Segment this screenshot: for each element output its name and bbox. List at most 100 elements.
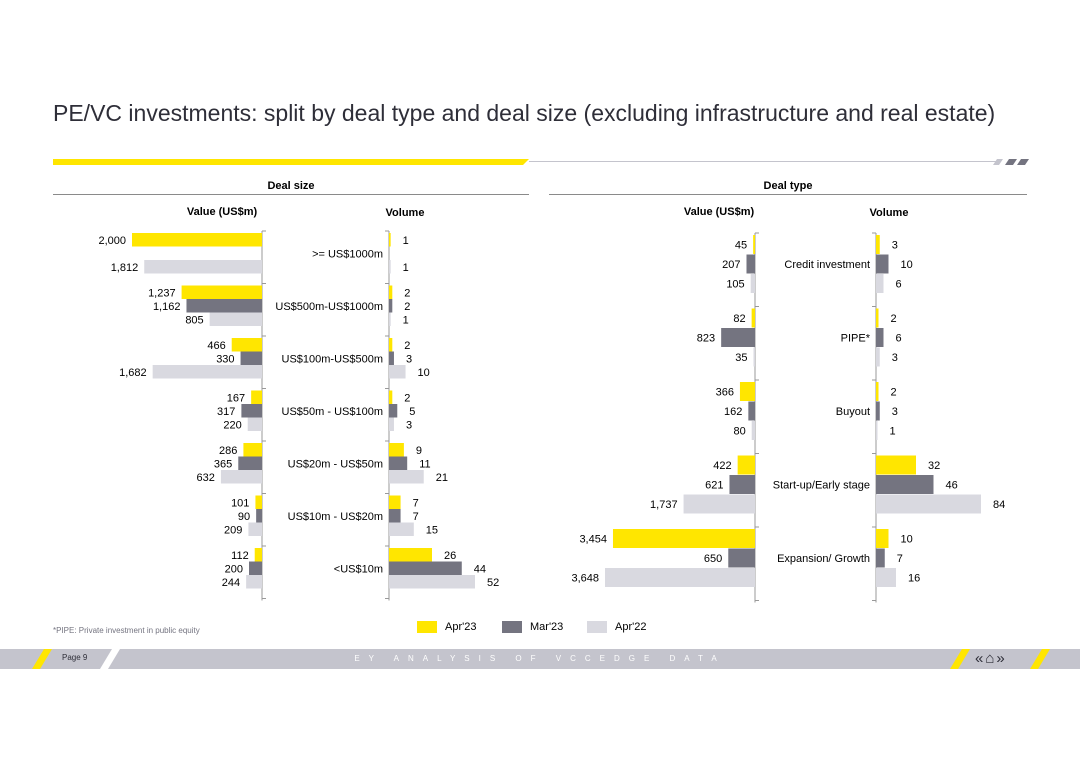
deal-size-volume-label: 1 (403, 262, 409, 274)
deal-type-volume-bar (876, 529, 889, 548)
deal-size-value-bar (255, 495, 262, 509)
deal-size-volume-bar (389, 417, 394, 431)
deal-size-value-label: 244 (222, 577, 240, 589)
deal-size-value-label: 330 (216, 353, 234, 365)
deal-size-volume-label: 26 (444, 550, 456, 562)
deal-size-volume-label: 44 (474, 563, 486, 575)
deal-size-category-label: US$100m-US$500m (282, 353, 384, 365)
right-panel-rule (549, 194, 1027, 195)
deal-type-value-bar (605, 568, 755, 587)
deal-type-volume-bar (876, 308, 879, 328)
deal-size-value-bar (247, 417, 262, 431)
deal-size-value-label: 365 (214, 458, 232, 470)
previous-page-icon[interactable]: « (975, 650, 984, 667)
deal-type-volume-bar (876, 475, 934, 494)
deal-size-value-bar (144, 260, 262, 274)
legend-label: Apr'23 (445, 621, 477, 633)
legend-swatch (417, 621, 437, 633)
deal-type-value-bar (721, 328, 755, 347)
deal-type-value-label: 422 (713, 460, 731, 472)
deal-type-category-label: Buyout (836, 406, 870, 418)
deal-type-value-label: 650 (704, 553, 722, 565)
deal-type-value-label: 35 (735, 352, 747, 364)
footer-caption: EY ANALYSIS OF VCCEDGE DATA (354, 654, 726, 663)
deal-size-volume-label: 2 (404, 287, 410, 299)
deal-size-volume-bar (389, 509, 401, 523)
deal-size-volume-bar (389, 522, 414, 536)
deal-size-volume-label: 1 (403, 235, 409, 247)
deal-type-volume-label: 6 (896, 333, 902, 345)
next-page-icon[interactable]: » (996, 650, 1005, 667)
deal-type-volume-bar (876, 274, 884, 293)
deal-type-value-bar (750, 274, 755, 293)
deal-size-volume-label: 9 (416, 445, 422, 457)
deal-type-value-label: 366 (716, 387, 734, 399)
deal-type-volume-bar (876, 568, 896, 587)
home-icon[interactable]: ⌂ (985, 650, 995, 667)
deal-type-value-label: 207 (722, 259, 740, 271)
chart-legend: Apr'23 Mar'23 Apr'22 (0, 620, 1080, 634)
deal-size-volume-bar (389, 285, 393, 299)
deal-size-value-label: 466 (207, 340, 225, 352)
deal-size-value-label: 286 (219, 445, 237, 457)
left-panel-rule (53, 194, 529, 195)
deal-size-volume-bar (389, 575, 475, 589)
deal-type-volume-label: 32 (928, 460, 940, 472)
deal-size-value-bar (186, 299, 262, 313)
deal-type-value-bar (753, 235, 755, 254)
deal-size-value-label: 1,162 (153, 301, 181, 313)
deal-size-value-bar (220, 470, 262, 484)
deal-size-volume-bar (389, 456, 408, 470)
deal-size-value-bar (152, 365, 262, 379)
footnote: *PIPE: Private investment in public equi… (53, 626, 200, 635)
deal-size-value-label: 90 (238, 511, 250, 523)
deal-size-volume-header: Volume (386, 207, 425, 219)
deal-type-volume-bar (876, 328, 884, 347)
legend-swatch (587, 621, 607, 633)
deal-type-value-bar (683, 494, 755, 514)
footer-slash-left (32, 649, 52, 669)
deal-type-volume-label: 46 (946, 480, 958, 492)
deal-size-value-bar (209, 312, 262, 326)
deal-size-category-label: >= US$1000m (312, 248, 383, 260)
deal-type-volume-label: 7 (897, 553, 903, 565)
deal-size-value-bar (243, 443, 262, 457)
deal-type-value-bar (751, 308, 755, 328)
deal-size-value-bar (256, 509, 262, 523)
deal-type-volume-bar (876, 494, 981, 514)
deal-size-value-bar (132, 233, 262, 247)
deal-size-volume-label: 10 (418, 367, 430, 379)
deal-type-volume-label: 3 (892, 352, 898, 364)
legend-label: Apr'22 (615, 621, 647, 633)
deal-type-volume-label: 3 (892, 406, 898, 418)
deal-size-value-bar (249, 561, 262, 575)
deal-size-value-label: 805 (185, 314, 203, 326)
legend-item-apr23: Apr'23 (417, 620, 476, 634)
footer-bar: Page 9 EY ANALYSIS OF VCCEDGE DATA « ⌂ » (0, 649, 1080, 669)
deal-type-volume-bar (876, 235, 880, 254)
deal-type-category-label: Credit investment (784, 259, 870, 271)
legend-label: Mar'23 (530, 621, 564, 633)
deal-type-volume-label: 16 (908, 573, 920, 585)
deal-size-volume-bar (389, 351, 394, 365)
deal-type-category-label: Start-up/Early stage (773, 480, 870, 492)
deal-size-value-header: Value (US$m) (187, 206, 258, 218)
deal-type-volume-label: 2 (891, 313, 897, 325)
deal-type-value-bar (728, 548, 755, 568)
deal-size-value-label: 220 (223, 419, 241, 431)
deal-size-volume-bar (389, 390, 393, 404)
deal-charts: Value (US$m) Volume >= US$1000m 2,000 1 1,812… (98, 206, 1005, 603)
deal-type-value-label: 80 (733, 426, 745, 438)
deal-size-volume-bar (389, 233, 391, 247)
deal-size-value-bar (248, 522, 262, 536)
deal-type-volume-label: 1 (890, 426, 896, 438)
deal-size-volume-label: 7 (413, 497, 419, 509)
deal-size-value-bar (240, 351, 262, 365)
deal-type-volume-label: 84 (993, 499, 1005, 511)
deal-type-volume-label: 2 (891, 387, 897, 399)
deal-type-value-label: 82 (733, 313, 745, 325)
deal-size-value-bar (251, 390, 262, 404)
deal-type-value-label: 3,648 (571, 573, 599, 585)
deal-size-value-label: 317 (217, 406, 235, 418)
deal-size-category-label: US$10m - US$20m (288, 511, 383, 523)
